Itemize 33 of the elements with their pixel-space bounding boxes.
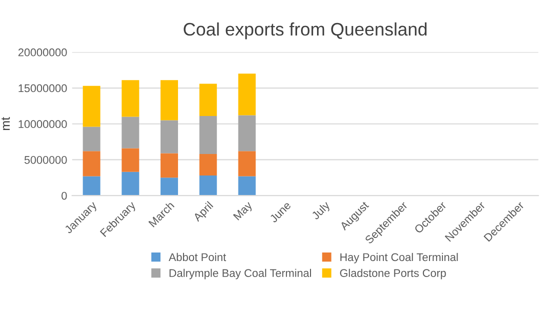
bar (238, 74, 256, 116)
bar (160, 178, 178, 196)
y-tick-label: 10000000 (18, 120, 67, 128)
legend-label: Hay Point Coal Terminal (340, 252, 458, 264)
legend-label: Dalrymple Bay Coal Terminal (170, 268, 311, 280)
legend-label: Abbot Point (168, 252, 226, 262)
bar (82, 151, 100, 176)
x-tick-label: May (233, 200, 254, 222)
bar (160, 80, 178, 120)
bar (122, 80, 140, 117)
bar (122, 172, 140, 196)
y-tick-label: 0 (62, 192, 67, 200)
bar (199, 154, 217, 176)
bar (238, 151, 256, 176)
legend-label: Gladstone Ports Corp (340, 268, 446, 280)
y-tick-label: 15000000 (18, 84, 67, 92)
bar (199, 84, 217, 116)
bar (82, 176, 100, 196)
bar (238, 176, 256, 196)
bar (82, 86, 100, 127)
x-tick-label: July (310, 200, 332, 222)
chart-title: Coal exports from Queensland (184, 22, 427, 40)
bar (160, 120, 178, 154)
y-axis-title: mt (2, 117, 10, 130)
bar (82, 126, 100, 152)
bar (122, 148, 140, 172)
y-tick-label: 20000000 (18, 48, 67, 56)
bar (238, 115, 256, 152)
bar (122, 116, 140, 148)
bar (199, 116, 217, 154)
bar (160, 153, 178, 178)
bar (199, 176, 217, 196)
y-tick-label: 5000000 (24, 156, 67, 164)
